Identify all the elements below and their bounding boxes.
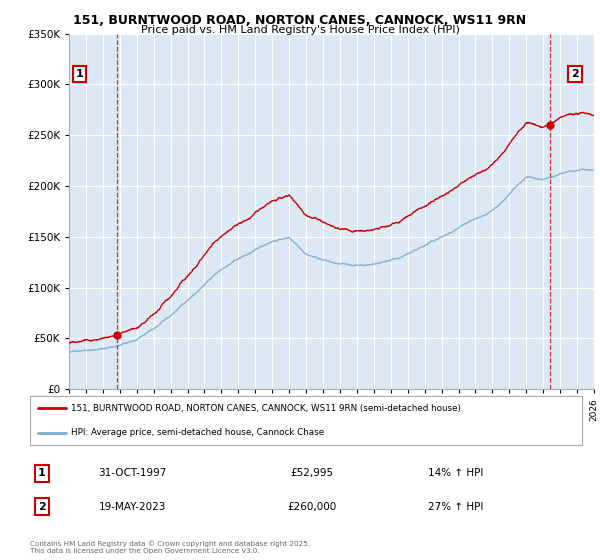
- Text: 151, BURNTWOOD ROAD, NORTON CANES, CANNOCK, WS11 9RN: 151, BURNTWOOD ROAD, NORTON CANES, CANNO…: [73, 14, 527, 27]
- Text: £52,995: £52,995: [290, 468, 334, 478]
- Text: £260,000: £260,000: [287, 502, 337, 512]
- Text: 19-MAY-2023: 19-MAY-2023: [98, 502, 166, 512]
- Text: 27% ↑ HPI: 27% ↑ HPI: [428, 502, 484, 512]
- Text: 151, BURNTWOOD ROAD, NORTON CANES, CANNOCK, WS11 9RN (semi-detached house): 151, BURNTWOOD ROAD, NORTON CANES, CANNO…: [71, 404, 461, 413]
- Text: 1: 1: [38, 468, 46, 478]
- Text: 2: 2: [571, 69, 579, 80]
- Text: 2: 2: [38, 502, 46, 512]
- Text: HPI: Average price, semi-detached house, Cannock Chase: HPI: Average price, semi-detached house,…: [71, 428, 325, 437]
- Text: 1: 1: [76, 69, 83, 80]
- Text: Contains HM Land Registry data © Crown copyright and database right 2025.
This d: Contains HM Land Registry data © Crown c…: [30, 540, 310, 554]
- Text: 14% ↑ HPI: 14% ↑ HPI: [428, 468, 484, 478]
- Text: 31-OCT-1997: 31-OCT-1997: [98, 468, 166, 478]
- Text: Price paid vs. HM Land Registry's House Price Index (HPI): Price paid vs. HM Land Registry's House …: [140, 25, 460, 35]
